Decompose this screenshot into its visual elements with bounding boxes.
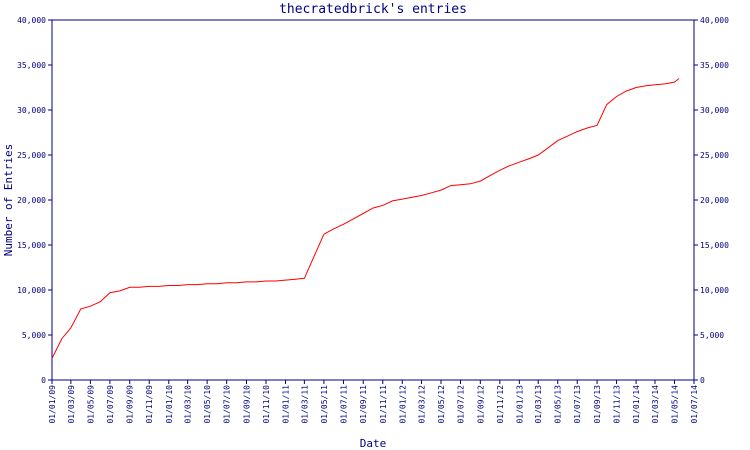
y-tick-label: 40,000	[17, 16, 46, 25]
y-tick-label: 10,000	[17, 286, 46, 295]
y-axis-label: Number of Entries	[2, 144, 15, 257]
x-tick-label: 01/05/12	[437, 385, 446, 424]
x-tick-label: 01/03/11	[300, 385, 309, 424]
x-tick-label: 01/11/13	[613, 385, 622, 424]
y-tick-label: 0	[41, 376, 46, 385]
x-tick-label: 01/11/09	[145, 385, 154, 424]
x-tick-label: 01/07/13	[573, 385, 582, 424]
x-tick-label: 01/11/10	[262, 385, 271, 424]
x-tick-label: 01/07/12	[456, 385, 465, 424]
x-tick-label: 01/07/11	[339, 385, 348, 424]
x-tick-label: 01/01/13	[515, 385, 524, 424]
y2-tick-label: 35,000	[700, 61, 729, 70]
y2-tick-label: 25,000	[700, 151, 729, 160]
x-tick-label: 01/05/10	[203, 385, 212, 424]
y-tick-label: 35,000	[17, 61, 46, 70]
plot-frame	[51, 19, 695, 381]
x-tick-label: 01/09/12	[476, 385, 485, 424]
x-tick-label: 01/01/14	[632, 385, 641, 424]
x-tick-label: 01/11/11	[379, 385, 388, 424]
y2-tick-label: 30,000	[700, 106, 729, 115]
y2-tick-label: 5,000	[700, 331, 724, 340]
x-tick-label: 01/09/09	[126, 385, 135, 424]
data-line	[51, 78, 680, 359]
x-tick-label: 01/01/12	[398, 385, 407, 424]
x-tick-label: 01/03/13	[534, 385, 543, 424]
x-tick-label: 01/05/11	[320, 385, 329, 424]
y2-tick-label: 20,000	[700, 196, 729, 205]
y2-tick-label: 0	[700, 376, 705, 385]
x-tick-label: 01/11/12	[496, 385, 505, 424]
x-tick-label: 01/01/09	[48, 385, 57, 424]
x-tick-label: 01/01/11	[282, 385, 291, 424]
x-tick-label: 01/09/11	[359, 385, 368, 424]
y2-tick-label: 10,000	[700, 286, 729, 295]
y-tick-label: 25,000	[17, 151, 46, 160]
x-tick-label: 01/03/14	[651, 385, 660, 424]
x-axis-label: Date	[360, 437, 387, 450]
y-tick-label: 20,000	[17, 196, 46, 205]
y-tick-label: 15,000	[17, 241, 46, 250]
y2-tick-label: 40,000	[700, 16, 729, 25]
x-tick-label: 01/07/14	[690, 385, 699, 424]
y-tick-label: 30,000	[17, 106, 46, 115]
x-tick-label: 01/03/10	[184, 385, 193, 424]
x-tick-label: 01/03/12	[417, 385, 426, 424]
x-tick-label: 01/03/09	[67, 385, 76, 424]
x-tick-label: 01/01/10	[165, 385, 174, 424]
y2-tick-label: 15,000	[700, 241, 729, 250]
x-tick-label: 01/05/14	[670, 385, 679, 424]
x-tick-label: 01/09/13	[593, 385, 602, 424]
x-tick-label: 01/07/10	[223, 385, 232, 424]
x-tick-label: 01/09/10	[242, 385, 251, 424]
x-tick-label: 01/05/13	[554, 385, 563, 424]
x-tick-label: 01/07/09	[106, 385, 115, 424]
y-tick-label: 5,000	[22, 331, 46, 340]
chart-title: thecratedbrick's entries	[279, 2, 467, 17]
x-tick-label: 01/05/09	[86, 385, 95, 424]
